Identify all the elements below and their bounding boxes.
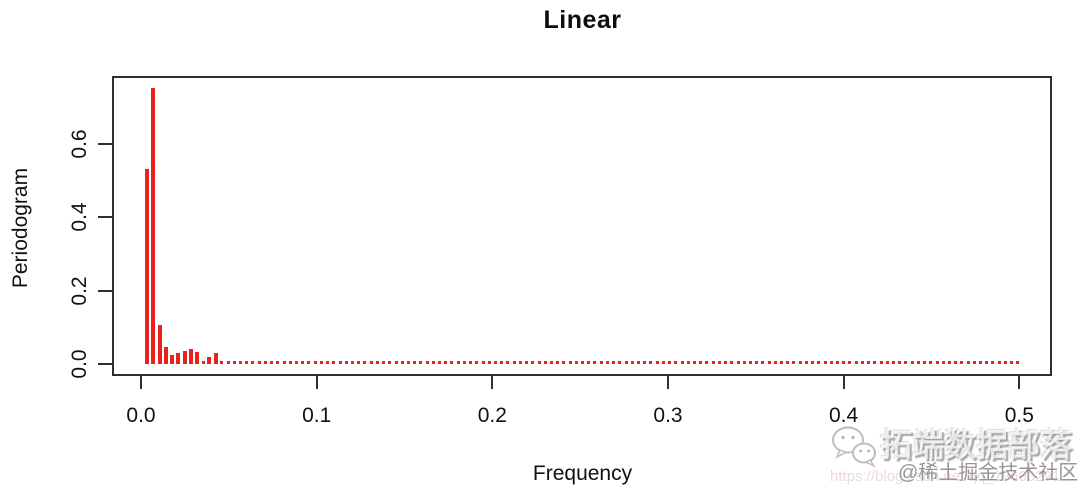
x-axis-tick xyxy=(667,376,669,389)
y-axis-title: Periodogram xyxy=(9,167,32,289)
x-axis-tick xyxy=(315,376,318,389)
x-axis-tick-label: 0.0 xyxy=(126,404,156,427)
chart-title: Linear xyxy=(543,6,622,34)
y-axis-tick xyxy=(98,363,112,365)
x-axis-tick-label: 0.1 xyxy=(302,404,332,427)
plot-frame xyxy=(112,76,1052,376)
y-axis-tick xyxy=(98,142,112,145)
x-axis-tick-label: 0.3 xyxy=(653,404,683,427)
y-axis-tick-label: 0.2 xyxy=(68,275,91,306)
x-axis-tick xyxy=(491,376,494,389)
watermark-community-text: @稀土掘金技术社区 xyxy=(898,462,1079,484)
watermark-brand-text: 拓端数据部落 xyxy=(880,427,1073,463)
y-axis-tick-label: 0.4 xyxy=(68,202,91,232)
y-axis-tick xyxy=(98,216,112,218)
wechat-icon xyxy=(832,426,877,468)
watermark-url-text: https://blog.csdn.net/qq_19600291 xyxy=(830,468,1061,485)
y-axis-tick-label: 0.0 xyxy=(68,349,91,379)
x-axis-tick-label: 0.2 xyxy=(477,404,507,427)
x-axis-tick xyxy=(1018,376,1021,389)
watermark: 拓端数据部落 @稀土掘金技术社区 https://blog.csdn.net/q… xyxy=(828,422,1080,494)
x-axis-tick xyxy=(140,376,142,389)
y-axis-tick xyxy=(98,289,112,292)
x-axis-title: Frequency xyxy=(532,462,633,485)
y-axis-tick-label: 0.6 xyxy=(68,128,91,159)
x-axis-tick xyxy=(842,376,845,389)
